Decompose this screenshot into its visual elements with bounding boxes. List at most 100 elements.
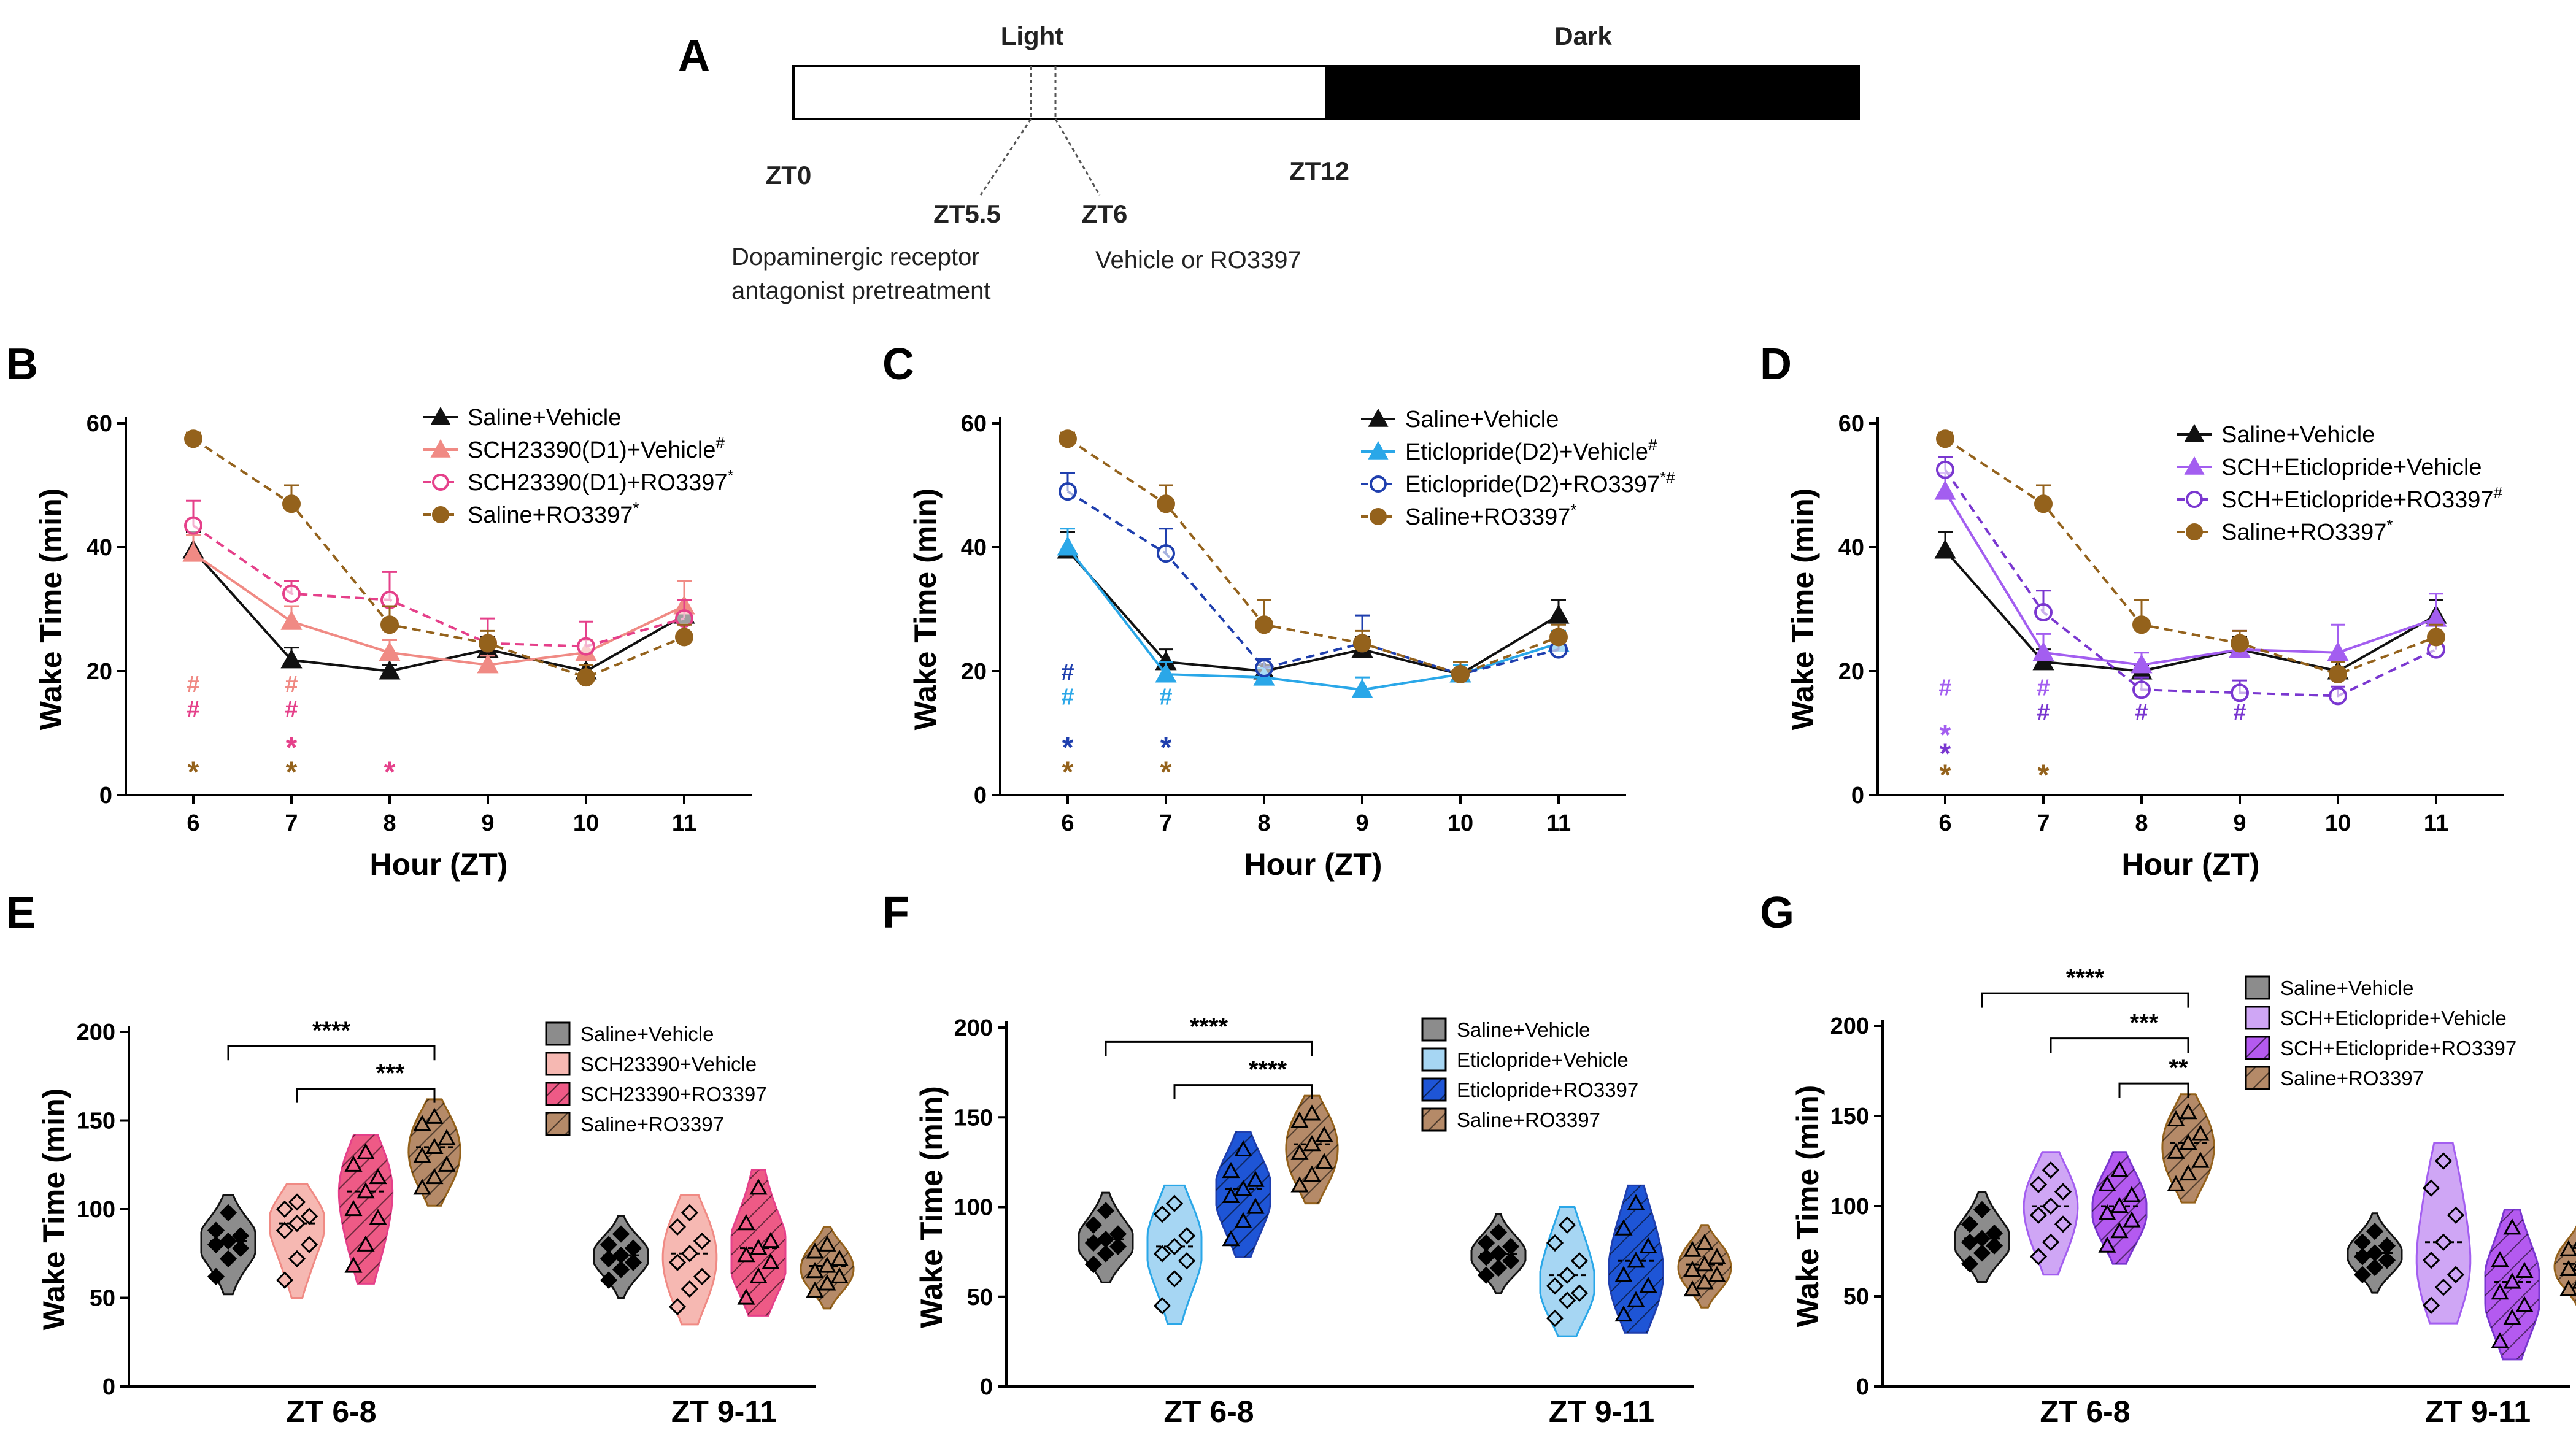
- data-point: [1234, 1212, 1252, 1228]
- category-label: ZT 9-11: [1549, 1394, 1654, 1429]
- violin: [1078, 1191, 1134, 1283]
- data-point: [2434, 1233, 2453, 1251]
- data-point: [1178, 1227, 1196, 1245]
- data-point: [1558, 1291, 1576, 1309]
- data-point: [2503, 1309, 2521, 1325]
- legend-label: SCH+Eticlopride+Vehicle: [2221, 455, 2482, 480]
- data-point: [1155, 663, 1177, 683]
- y-tick-label: 40: [961, 535, 987, 561]
- legend-swatch: [545, 1021, 571, 1046]
- y-tick-label: 100: [1830, 1194, 1869, 1220]
- legend-label: SCH+Eticlopride+RO3397: [2280, 1037, 2516, 1060]
- significance-label: ***: [2130, 1010, 2159, 1037]
- data-point: [762, 1231, 780, 1248]
- significance-mark: #: [1061, 684, 1074, 710]
- violin: [1539, 1206, 1595, 1337]
- data-point: [2029, 1175, 2048, 1193]
- data-point: [2034, 494, 2053, 513]
- violin: [593, 1215, 649, 1299]
- legend-swatch: [1421, 1017, 1447, 1042]
- significance-mark: *: [384, 756, 396, 789]
- x-tick-label: 9: [481, 810, 494, 836]
- data-point: [2110, 1222, 2129, 1239]
- data-point: [1558, 1266, 1576, 1284]
- significance-bracket: [2050, 1037, 2189, 1053]
- data-point: [1570, 1252, 1589, 1270]
- data-point: [693, 1267, 711, 1285]
- data-point: [1084, 1216, 1103, 1234]
- series-line: [192, 552, 685, 666]
- x-axis-title: Hour (ZT): [1244, 847, 1382, 882]
- y-axis-title: Wake Time (min): [1791, 1085, 1825, 1328]
- data-point: [2491, 1251, 2509, 1267]
- significance-mark: #: [2037, 675, 2050, 701]
- data-point: [2515, 1261, 2534, 1278]
- data-point: [1153, 1206, 1171, 1223]
- x-tick-label: 8: [1257, 810, 1270, 836]
- data-point: [1097, 1245, 1115, 1263]
- data-point: [749, 1179, 768, 1195]
- legend-marker: [2186, 523, 2203, 540]
- data-point: [2054, 1215, 2072, 1233]
- legend-marker: [430, 406, 451, 425]
- category-label: ZT 6-8: [1163, 1394, 1254, 1429]
- data-point: [2042, 1197, 2060, 1215]
- data-point: [2353, 1233, 2372, 1251]
- zt55-label: ZT5.5: [933, 199, 1001, 228]
- data-point: [280, 648, 303, 669]
- y-tick-label: 200: [77, 1020, 115, 1045]
- data-point: [762, 1253, 780, 1269]
- data-point: [357, 1143, 375, 1159]
- data-point: [1973, 1201, 1991, 1219]
- data-point: [2179, 1103, 2197, 1120]
- data-point: [1570, 1284, 1589, 1302]
- category-label: ZT 9-11: [671, 1394, 777, 1429]
- data-point: [737, 1288, 755, 1305]
- line-chart-c: 0 20 40 60 6 7 8 9 10 11 Hour (ZT) Wake Time (min) S…: [908, 407, 1675, 882]
- significance-mark: *: [1940, 737, 1951, 770]
- significance-mark: *: [1062, 731, 1074, 764]
- data-point: [2491, 1283, 2509, 1300]
- data-point: [1973, 1244, 1991, 1262]
- legend-label: Eticlopride+Vehicle: [1457, 1048, 1629, 1071]
- violin: [1215, 1131, 1271, 1258]
- data-point: [357, 1235, 375, 1252]
- data-point: [276, 1200, 294, 1218]
- data-point: [2123, 1186, 2141, 1202]
- data-point: [425, 1167, 444, 1185]
- series-1: [1057, 528, 1570, 698]
- data-point: [379, 660, 401, 680]
- x-axis-title: Hour (ZT): [2122, 847, 2260, 882]
- data-point: [624, 1253, 642, 1271]
- violin: [1470, 1213, 1527, 1294]
- violin-body: [2415, 1142, 2472, 1325]
- legend-hatch: [2246, 1037, 2269, 1059]
- x-tick-label: 7: [1159, 810, 1172, 836]
- data-point: [681, 1280, 699, 1298]
- violin: [1608, 1184, 1664, 1334]
- data-point: [2098, 1236, 2116, 1253]
- series-3: [1936, 429, 2445, 684]
- data-point: [219, 1204, 237, 1221]
- series-line: [1944, 549, 2437, 673]
- data-point: [2132, 680, 2151, 699]
- series-3: [184, 429, 693, 687]
- data-point: [1255, 615, 1273, 634]
- significance-label: ****: [1249, 1056, 1287, 1083]
- legend-swatch: [545, 1052, 571, 1076]
- data-point: [2327, 641, 2349, 661]
- data-point: [577, 637, 595, 656]
- data-point: [1351, 679, 1373, 698]
- data-point: [1934, 539, 1956, 559]
- data-point: [1961, 1255, 1979, 1273]
- x-tick-label: 8: [2135, 810, 2148, 836]
- data-point: [1627, 1252, 1645, 1268]
- violin: [2553, 1225, 2576, 1306]
- data-point: [413, 1179, 431, 1195]
- series-line: [1944, 469, 2437, 698]
- data-point: [2329, 665, 2347, 684]
- data-point: [300, 1207, 318, 1225]
- y-tick-label: 0: [102, 1374, 115, 1400]
- violin: [2347, 1212, 2403, 1294]
- data-point: [288, 1214, 306, 1233]
